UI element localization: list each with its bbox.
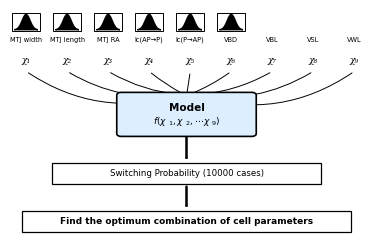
Text: $f(\chi\ _1,\chi\ _2,\cdots\chi\ _9)$: $f(\chi\ _1,\chi\ _2,\cdots\chi\ _9)$	[153, 115, 220, 128]
Text: χ₁: χ₁	[22, 56, 31, 65]
FancyArrowPatch shape	[187, 74, 190, 91]
FancyArrowPatch shape	[69, 73, 178, 97]
Polygon shape	[55, 15, 79, 30]
Text: VBD: VBD	[224, 37, 238, 43]
Text: Ic(AP→P): Ic(AP→P)	[135, 37, 164, 43]
Text: MTJ RA: MTJ RA	[97, 37, 119, 43]
FancyArrowPatch shape	[110, 73, 180, 94]
Polygon shape	[137, 15, 161, 30]
Bar	[217, 13, 245, 31]
Bar	[176, 13, 204, 31]
Text: MTJ width: MTJ width	[10, 37, 42, 43]
Polygon shape	[15, 15, 38, 30]
Text: VSL: VSL	[307, 37, 319, 43]
Text: Ic(P→AP): Ic(P→AP)	[176, 37, 205, 43]
Polygon shape	[96, 15, 120, 30]
FancyBboxPatch shape	[22, 211, 351, 232]
Bar	[53, 13, 81, 31]
FancyArrowPatch shape	[197, 73, 352, 105]
Polygon shape	[179, 15, 202, 30]
Text: Model: Model	[169, 103, 204, 112]
Text: Find the optimum combination of cell parameters: Find the optimum combination of cell par…	[60, 217, 313, 226]
Bar	[12, 13, 40, 31]
Text: χ₆: χ₆	[227, 56, 236, 65]
FancyArrowPatch shape	[192, 73, 229, 93]
Text: χ₉: χ₉	[350, 56, 359, 65]
FancyArrowPatch shape	[194, 73, 270, 95]
Bar	[135, 13, 163, 31]
Text: χ₂: χ₂	[63, 56, 72, 65]
Polygon shape	[219, 15, 243, 30]
Text: χ₄: χ₄	[145, 56, 154, 65]
FancyArrowPatch shape	[28, 73, 176, 103]
FancyBboxPatch shape	[52, 163, 321, 184]
Text: χ₇: χ₇	[268, 56, 277, 65]
FancyArrowPatch shape	[151, 73, 182, 93]
Bar	[94, 13, 122, 31]
FancyArrowPatch shape	[195, 73, 311, 98]
FancyBboxPatch shape	[117, 92, 256, 136]
Text: VWL: VWL	[347, 37, 362, 43]
Text: χ₈: χ₈	[309, 56, 318, 65]
Text: VBL: VBL	[266, 37, 279, 43]
Text: MTJ length: MTJ length	[50, 37, 85, 43]
Text: Switching Probability (10000 cases): Switching Probability (10000 cases)	[110, 169, 263, 178]
Text: χ₅: χ₅	[186, 56, 195, 65]
Text: χ₃: χ₃	[104, 56, 113, 65]
